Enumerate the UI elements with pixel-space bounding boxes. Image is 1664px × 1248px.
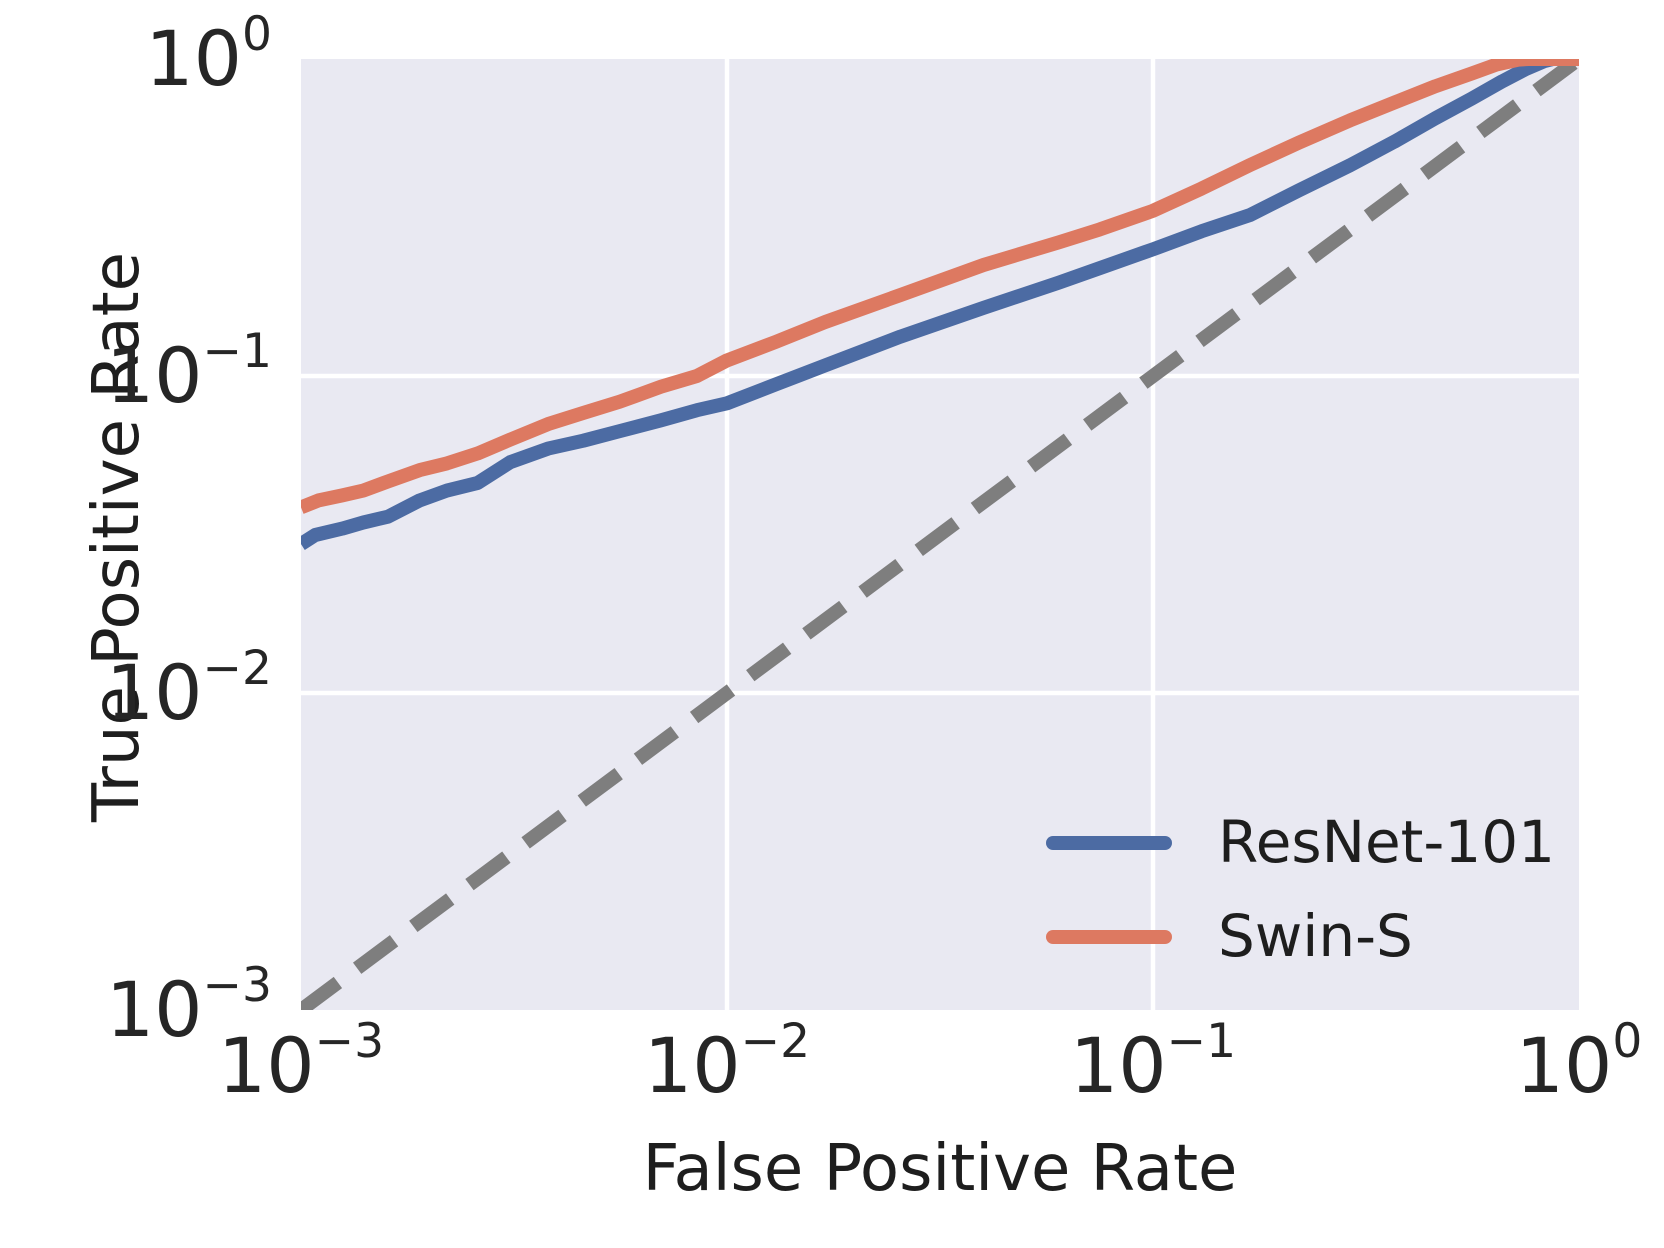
x-tick-10e-3: 10−3 <box>217 1014 385 1110</box>
legend-entry-resnet-101: ResNet-101 <box>1046 808 1556 876</box>
roc-curve-resnet-101 <box>301 59 1579 550</box>
roc-curve-chance <box>301 59 1579 1010</box>
y-tick-10e-2: 10−2 <box>105 641 272 737</box>
resnet-101-line-swatch <box>1046 835 1172 850</box>
y-tick-10e-1: 10−1 <box>105 324 272 420</box>
y-tick-10e0: 100 <box>145 7 272 103</box>
roc-curve-swin-s <box>301 59 1579 514</box>
x-tick-10e-1: 10−1 <box>1069 1014 1237 1110</box>
x-axis-label: False Positive Rate <box>642 1132 1238 1206</box>
y-tick-10e-3: 10−3 <box>105 958 272 1054</box>
roc-plot-canvas <box>301 59 1579 1010</box>
x-tick-10e-2: 10−2 <box>643 1014 811 1110</box>
legend-entry-swin-s: Swin-S <box>1046 901 1555 970</box>
legend-label-resnet-101: ResNet-101 <box>1218 808 1556 876</box>
legend: ResNet-101 Swin-S <box>1046 808 1556 970</box>
x-tick-10e0: 100 <box>1515 1014 1643 1110</box>
y-axis-label: True Positive Rate <box>80 251 154 823</box>
swin-s-line-swatch <box>1046 929 1172 944</box>
legend-label-swin-s: Swin-S <box>1218 901 1413 970</box>
plot-area: ResNet-101 Swin-S <box>301 59 1579 1010</box>
